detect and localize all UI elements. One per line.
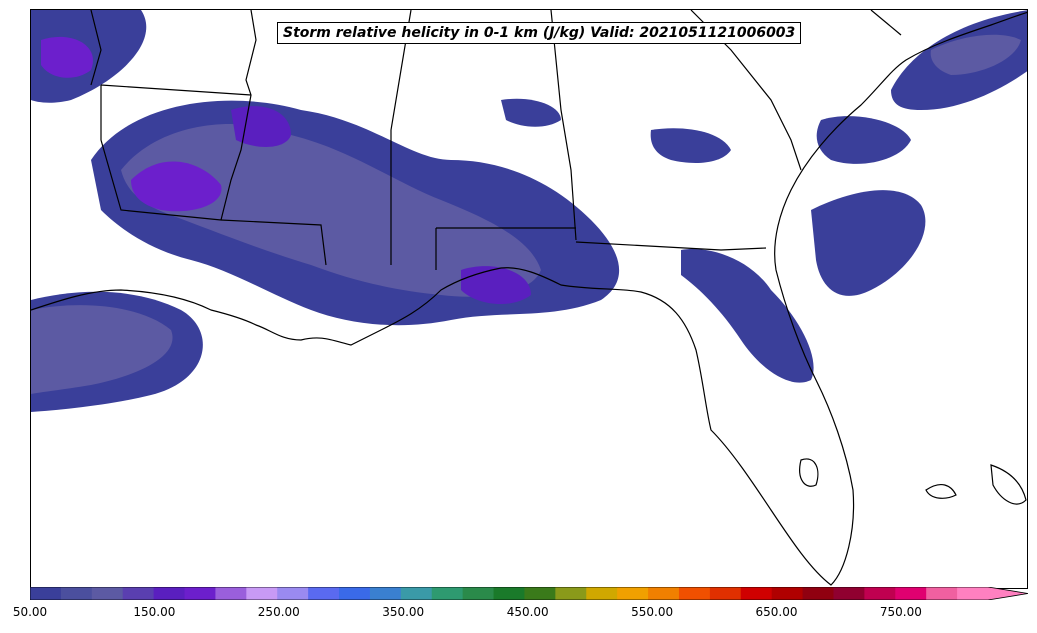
colorbar-segment [277,587,309,600]
colorbar [30,587,1028,600]
colorbar-segment [122,587,155,600]
state-border-tennessee [90,10,102,86]
helicity-region-northeast-core [930,34,1021,75]
helicity-region-central-core-3 [461,266,531,305]
colorbar-segment [926,587,958,600]
colorbar-segment [895,587,927,600]
state-border-alabama-georgia [550,10,577,241]
colorbar-tick-label: 150.00 [133,605,176,619]
colorbar-segment [617,587,649,600]
colorbar-tick-label: 450.00 [506,605,549,619]
colorbar-segment [246,587,278,600]
colorbar-segment [215,587,247,600]
state-border-mississippi-alabama [390,10,412,265]
colorbar-segment [833,587,865,600]
bahamas-island-2 [990,464,1027,505]
colorbar-segment [802,587,834,600]
colorbar-segment [60,587,93,600]
colorbar-outline [30,587,1028,600]
helicity-region-florida [681,249,814,383]
colorbar-segment [184,587,216,600]
colorbar-segment [369,587,402,600]
helicity-region-central-core-1 [131,161,222,212]
map-panel: Storm relative helicity in 0-1 km (J/kg)… [30,9,1028,589]
helicity-fill-layer [31,10,1027,412]
colorbar-segment [308,587,340,600]
colorbar-segment [740,587,773,600]
colorbar-segment [493,587,525,600]
colorbar-segment [153,587,186,600]
colorbar-segment [864,587,896,600]
helicity-region-carolina [816,116,911,164]
helicity-region-northwest-core [41,36,93,78]
colorbar-segment [30,587,62,600]
colorbar-tick-label: 750.00 [879,605,922,619]
helicity-region-central-core-2 [231,106,291,147]
colorbar-tick-label: 550.00 [631,605,674,619]
state-border-alabama-florida [435,227,576,270]
colorbar-segment [586,587,618,600]
helicity-map [31,10,1027,586]
state-border-georgia-florida [575,241,767,251]
gulf-coastline [31,11,1027,586]
map-title: Storm relative helicity in 0-1 km (J/kg)… [277,22,802,44]
colorbar-tick-label: 250.00 [257,605,300,619]
colorbar-segment [431,587,464,600]
colorbar-segment [524,587,556,600]
colorbar-extend-arrow [988,587,1028,600]
lake-okeechobee [799,458,819,487]
colorbar-tick-labels: 50.00 150.00 250.00 350.00 450.00 550.00 650.0… [0,605,1037,625]
state-border-arkansas-louisiana [100,84,252,96]
colorbar-tick-label: 50.00 [12,605,48,619]
colorbar-segment [957,587,989,600]
colorbar-segment [462,587,495,600]
colorbar-segment [91,587,124,600]
colorbar-segment [400,587,433,600]
state-border-texas-louisiana [100,85,222,221]
state-border-mississippi-river [220,10,257,221]
state-border-louisiana-mississippi [220,219,327,266]
helicity-region-georgia [650,128,731,163]
colorbar-segment [678,587,711,600]
helicity-region-alabama [501,98,561,127]
colorbar-segment [648,587,680,600]
colorbar-segment [709,587,742,600]
helicity-region-gulf-west-inner [31,305,173,394]
colorbar-segment [339,587,371,600]
colorbar-segment [771,587,804,600]
helicity-region-atlantic [811,190,926,296]
colorbar-tick-label: 650.00 [755,605,798,619]
colorbar-segment [555,587,587,600]
bahamas-island [925,483,957,499]
colorbar-tick-label: 350.00 [382,605,425,619]
state-border-northeast [870,10,902,36]
